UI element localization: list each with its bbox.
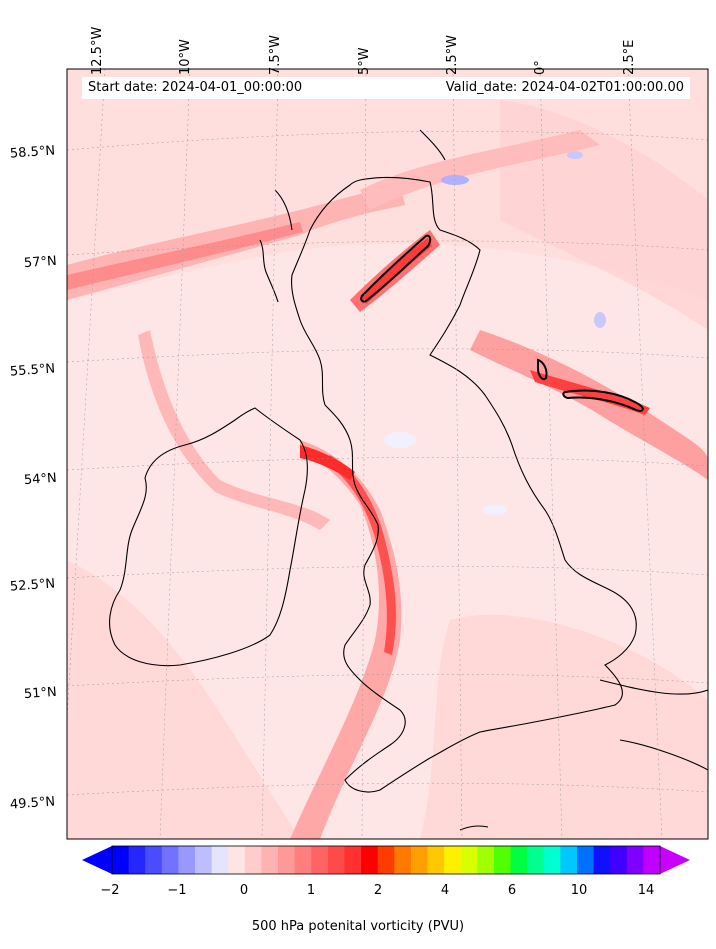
colorbar-cell bbox=[178, 846, 196, 874]
colorbar-cell bbox=[228, 846, 246, 874]
colorbar-tick-label: 2 bbox=[373, 883, 383, 898]
colorbar-cell bbox=[327, 846, 345, 874]
colorbar-cell bbox=[361, 846, 379, 874]
colorbar-tick-label: 1 bbox=[306, 883, 316, 898]
valid-date-label: Valid_date: 2024-04-02T01:00:00.00 bbox=[445, 80, 684, 95]
colorbar-cell bbox=[477, 846, 495, 874]
lon-label: 7.5°W bbox=[268, 34, 283, 75]
lon-label: 0° bbox=[533, 60, 548, 75]
vorticity-field bbox=[67, 69, 708, 839]
date-info-box: Start date: 2024-04-01_00:00:00 Valid_da… bbox=[82, 77, 690, 99]
colorbar-cell bbox=[576, 846, 595, 874]
colorbar-cell bbox=[244, 846, 262, 874]
colorbar-cell bbox=[112, 846, 130, 874]
lat-label: 52.5°N bbox=[9, 576, 56, 595]
lat-label: 54°N bbox=[23, 470, 58, 489]
lon-label: 2.5°W bbox=[445, 34, 460, 75]
colorbar-cell bbox=[344, 846, 362, 874]
colorbar-cell bbox=[560, 846, 578, 874]
lon-label: 10°W bbox=[178, 39, 193, 75]
coastlines bbox=[109, 129, 708, 831]
lat-label: 55.5°N bbox=[9, 361, 56, 380]
colorbar-cell bbox=[311, 846, 329, 874]
start-date-label: Start date: 2024-04-01_00:00:00 bbox=[88, 80, 303, 95]
lon-label: 12.5°W bbox=[90, 26, 105, 75]
lon-label: 2.5°E bbox=[622, 39, 637, 75]
colorbar-tick-label: −1 bbox=[167, 883, 187, 898]
colorbar-cell bbox=[394, 846, 412, 874]
colorbar-tick-label: 14 bbox=[637, 883, 655, 898]
colorbar-cell bbox=[460, 846, 478, 874]
lat-label: 58.5°N bbox=[9, 143, 56, 162]
lon-label: 5°W bbox=[357, 47, 372, 75]
colorbar-cell bbox=[145, 846, 163, 874]
colorbar-cell bbox=[510, 846, 528, 874]
lat-label: 49.5°N bbox=[9, 794, 56, 813]
colorbar-cell bbox=[427, 846, 445, 874]
colorbar-cell bbox=[377, 846, 395, 874]
colorbar-cell bbox=[410, 846, 429, 874]
colorbar-label: 500 hPa potenital vorticity (PVU) bbox=[251, 919, 465, 934]
colorbar-cell bbox=[211, 846, 229, 874]
graticule bbox=[67, 69, 708, 839]
colorbar-cell bbox=[278, 846, 296, 874]
colorbar bbox=[82, 845, 690, 875]
colorbar-cell bbox=[128, 846, 146, 874]
colorbar-low-extension bbox=[82, 846, 112, 874]
colorbar-cell bbox=[261, 846, 279, 874]
colorbar-cell bbox=[493, 846, 512, 874]
colorbar-cell bbox=[527, 846, 545, 874]
colorbar-cell bbox=[643, 846, 661, 874]
colorbar-cell bbox=[195, 846, 213, 874]
colorbar-tick-label: 4 bbox=[440, 883, 450, 898]
colorbar-tick-label: 0 bbox=[239, 883, 249, 898]
lat-label: 57°N bbox=[23, 253, 58, 272]
colorbar-cell bbox=[161, 846, 179, 874]
lat-label: 51°N bbox=[23, 684, 58, 703]
map-frame bbox=[66, 68, 709, 840]
colorbar-cell bbox=[294, 846, 312, 874]
colorbar-cell bbox=[593, 846, 611, 874]
colorbar-cell bbox=[444, 846, 462, 874]
colorbar-tick-label: −2 bbox=[100, 883, 120, 898]
colorbar-tick-label: 10 bbox=[570, 883, 588, 898]
colorbar-cell bbox=[610, 846, 628, 874]
colorbar-cell bbox=[626, 846, 644, 874]
colorbar-high-extension bbox=[660, 846, 690, 874]
colorbar-cell bbox=[543, 846, 561, 874]
colorbar-tick-label: 6 bbox=[507, 883, 517, 898]
